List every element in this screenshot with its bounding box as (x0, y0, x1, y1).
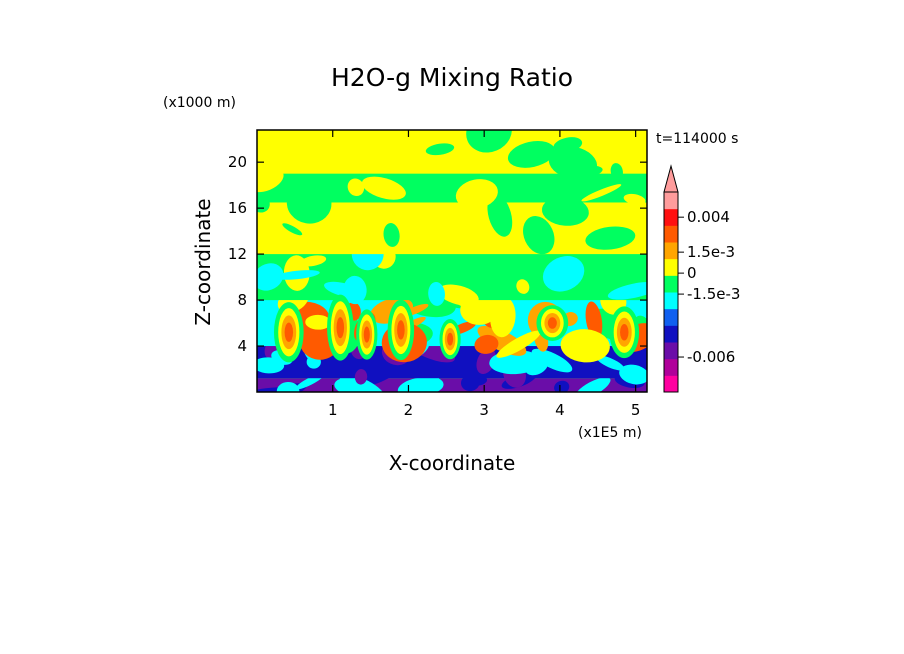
band-3-patch (516, 279, 530, 294)
band-6-patch (466, 130, 512, 153)
y-unit-label: (x1000 m) (163, 95, 236, 111)
y-tick-label-3: 16 (228, 199, 247, 217)
band-5-patch (347, 178, 365, 197)
band-1-patch (354, 369, 368, 385)
contour-field (257, 130, 647, 392)
band-1-patch (596, 355, 625, 371)
colorbar-label-1: 1.5e-3 (687, 243, 735, 261)
colorbar-segment-4 (664, 308, 678, 326)
band-3-patch (542, 256, 585, 292)
band-0-patch (339, 374, 386, 392)
colorbar-segment-6 (664, 275, 678, 293)
band-3-patch (438, 284, 479, 306)
band-6-patch (548, 146, 597, 180)
colorbar-segment-5 (664, 292, 678, 310)
band-4-patch (487, 193, 513, 237)
band-1-patch (619, 364, 647, 385)
band-2-patch (305, 314, 331, 330)
band-0-patch (554, 380, 570, 392)
band-3-patch (257, 263, 284, 291)
band-4-patch (541, 196, 589, 226)
colorbar: 0.004 1.5e-3 0 -1.5e-3 -0.006 (663, 164, 740, 393)
colorbar-segment-3 (664, 325, 678, 343)
band-4-patch (585, 226, 636, 250)
band-5-patch (581, 184, 622, 202)
band-5-patch (361, 176, 406, 200)
colorbar-overflow-arrow (663, 164, 679, 193)
x-unit-label: (x1E5 m) (578, 425, 642, 441)
band-1-patch (257, 357, 285, 374)
band-2-patch (474, 334, 499, 354)
colorbar-segment-2 (664, 342, 678, 360)
plume-1-level-2 (336, 317, 345, 339)
colorbar-label-0: 0.004 (687, 208, 730, 226)
plot-frame (256, 129, 648, 393)
time-label: t=114000 s (656, 131, 738, 147)
band-6-patch (507, 140, 555, 168)
band-4-patch (523, 216, 555, 255)
plume-3-level-2 (397, 320, 405, 340)
band-2-patch (560, 329, 610, 363)
y-tick-label-1: 8 (237, 291, 247, 309)
y-tick-label-0: 4 (237, 337, 247, 355)
colorbar-segment-10 (664, 208, 678, 226)
band-5-patch (623, 193, 646, 205)
plume-4-level-2 (447, 332, 454, 346)
band-5-patch (455, 179, 498, 209)
colorbar-segment-11 (664, 192, 678, 210)
colorbar-segment-8 (664, 242, 678, 260)
colorbar-label-4: -0.006 (687, 348, 735, 366)
band-6-patch (425, 143, 455, 156)
band-0-patch (276, 381, 300, 392)
colorbar-segment-1 (664, 358, 678, 376)
band-3-patch (428, 281, 445, 306)
y-axis-label: Z-coordinate (191, 198, 215, 325)
colorbar-frame (663, 191, 679, 393)
band-0-patch (574, 377, 611, 392)
band-2-patch (490, 297, 516, 338)
band-1-patch (531, 348, 573, 373)
x-tick-label-0: 1 (328, 401, 338, 419)
plume-2-level-2 (363, 326, 370, 343)
band-4-patch (383, 223, 400, 247)
x-tick-label-1: 2 (404, 401, 414, 419)
plume-0-level-2 (284, 322, 294, 342)
colorbar-segment-0 (664, 375, 678, 393)
x-tick-label-2: 3 (479, 401, 489, 419)
colorbar-label-3: -1.5e-3 (687, 285, 740, 303)
band-3-patch (323, 281, 366, 299)
plume-5-level-2 (547, 317, 557, 329)
x-tick-label-4: 5 (631, 401, 641, 419)
band-3-patch (274, 270, 320, 280)
y-axis: 4 8 12 16 20 (228, 153, 647, 355)
chart-title: H2O-g Mixing Ratio (331, 63, 573, 92)
band-2-patch (496, 330, 541, 358)
y-tick-label-2: 12 (228, 245, 247, 263)
colorbar-segment-9 (664, 225, 678, 243)
band-1-patch (476, 348, 496, 374)
band-6-patch (610, 163, 623, 180)
band-4-patch (282, 223, 303, 236)
x-axis-label: X-coordinate (389, 451, 516, 475)
colorbar-segment-7 (664, 258, 678, 276)
x-axis: 1 2 3 4 5 (328, 130, 640, 419)
x-tick-label-3: 4 (555, 401, 565, 419)
plume-6-level-2 (620, 323, 629, 341)
y-tick-label-4: 20 (228, 153, 247, 171)
band-0-patch (460, 374, 480, 392)
colorbar-label-2: 0 (687, 264, 697, 282)
